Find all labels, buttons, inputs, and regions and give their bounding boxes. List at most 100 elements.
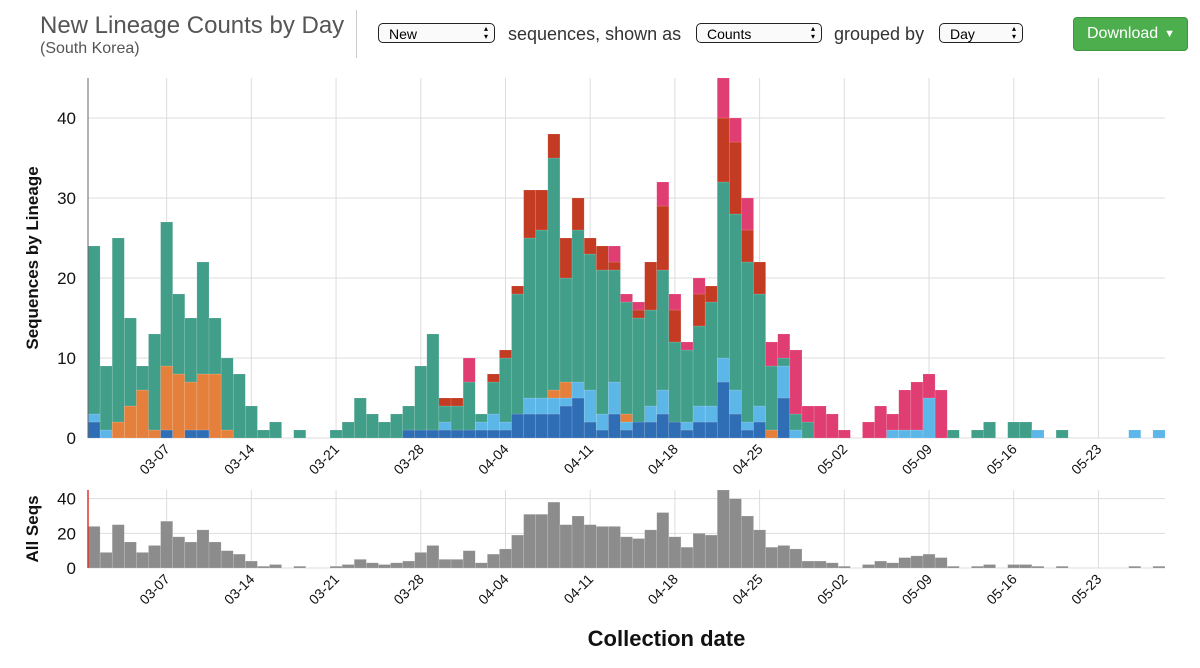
- bar: [426, 545, 440, 569]
- bar-segment: [547, 157, 561, 391]
- display-select[interactable]: Counts: [696, 23, 822, 43]
- bar: [462, 550, 476, 569]
- bar-segment: [862, 421, 875, 439]
- x-tick-label: 05-09: [899, 571, 936, 608]
- bar-segment: [595, 269, 609, 415]
- bar: [620, 536, 633, 569]
- bar-segment: [474, 413, 488, 423]
- bar-segment: [523, 189, 536, 239]
- bar-segment: [680, 429, 694, 439]
- bar: [511, 534, 524, 569]
- bar-segment: [608, 269, 621, 383]
- bar-segment: [644, 309, 658, 407]
- y-tick-label: 20: [57, 269, 76, 288]
- bar: [656, 512, 670, 569]
- bar-segment: [499, 421, 512, 431]
- bar-segment: [692, 325, 706, 407]
- bar-segment: [402, 405, 415, 431]
- bar-segment: [487, 373, 500, 383]
- bar: [160, 520, 173, 569]
- bar: [390, 562, 403, 569]
- bar: [378, 564, 391, 569]
- bar: [825, 562, 839, 569]
- bar-segment: [487, 413, 500, 431]
- bar: [87, 526, 101, 569]
- bar-segment: [583, 237, 597, 255]
- bar: [571, 515, 585, 569]
- bar-segment: [438, 421, 452, 431]
- bar-segment: [499, 429, 512, 439]
- bar: [450, 559, 464, 569]
- bar-segment: [620, 301, 633, 415]
- bar-segment: [704, 421, 718, 439]
- bar: [1152, 566, 1166, 569]
- bar-segment: [99, 365, 113, 431]
- bar-segment: [1152, 429, 1166, 439]
- x-tick-label: 04-25: [729, 571, 766, 608]
- bar-segment: [523, 397, 536, 415]
- sequence-select[interactable]: New: [378, 23, 495, 43]
- bar: [99, 552, 113, 569]
- bar-segment: [668, 293, 682, 311]
- bar: [208, 541, 222, 569]
- bar-segment: [595, 413, 609, 431]
- bar-segment: [910, 429, 924, 439]
- bar-segment: [390, 413, 403, 439]
- bar-segment: [208, 373, 222, 439]
- bar-segment: [886, 429, 900, 439]
- bar-segment: [378, 421, 391, 439]
- bar-segment: [571, 229, 585, 383]
- bar-segment: [341, 421, 355, 439]
- bar-segment: [753, 405, 766, 423]
- bar-segment: [124, 405, 137, 439]
- bar: [1019, 564, 1033, 569]
- y-tick-label: 0: [67, 429, 76, 448]
- bar-segment: [160, 429, 173, 439]
- bar-segment: [692, 405, 706, 423]
- bar: [136, 552, 149, 569]
- bar-segment: [656, 269, 670, 391]
- bar: [184, 541, 198, 569]
- bar-segment: [910, 381, 924, 431]
- bar-segment: [680, 349, 694, 423]
- y-tick-label: 20: [57, 524, 76, 543]
- bar-segment: [196, 261, 210, 375]
- group-select[interactable]: Day: [939, 23, 1023, 43]
- bar-segment: [692, 277, 706, 295]
- bar: [632, 538, 645, 569]
- bar-segment: [559, 381, 573, 399]
- bar-segment: [111, 421, 125, 439]
- bar: [535, 514, 549, 569]
- download-button[interactable]: Download ▼: [1073, 17, 1188, 51]
- bar: [595, 526, 609, 569]
- bar-segment: [729, 413, 742, 439]
- button-label: Download: [1087, 25, 1159, 42]
- bar-segment: [717, 357, 730, 383]
- bar: [438, 559, 452, 569]
- bar-segment: [765, 365, 779, 431]
- bar: [366, 562, 379, 569]
- label: grouped by: [834, 24, 925, 44]
- subtitle: (South Korea): [40, 40, 140, 57]
- bar-segment: [971, 429, 984, 439]
- title: New Lineage Counts by Day: [40, 12, 345, 39]
- bar-segment: [184, 381, 198, 431]
- label: sequences, shown as: [508, 24, 682, 44]
- x-tick-label: 03-07: [136, 571, 173, 608]
- bar-segment: [934, 389, 948, 439]
- bar-segment: [898, 429, 912, 439]
- bar-segment: [741, 197, 754, 231]
- bar-segment: [559, 397, 573, 407]
- bar-segment: [196, 429, 210, 439]
- bar-segment: [547, 413, 561, 439]
- bar-segment: [765, 429, 779, 439]
- bar-segment: [668, 309, 682, 343]
- separator: [356, 10, 357, 58]
- bar-segment: [741, 421, 754, 431]
- bar-segment: [450, 397, 464, 407]
- bar: [717, 489, 730, 569]
- bar-segment: [208, 317, 222, 375]
- bar-segment: [946, 429, 960, 439]
- bar-segment: [571, 397, 585, 439]
- y-tick-label: 10: [57, 349, 76, 368]
